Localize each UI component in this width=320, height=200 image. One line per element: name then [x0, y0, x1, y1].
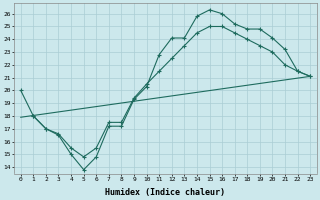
X-axis label: Humidex (Indice chaleur): Humidex (Indice chaleur) — [106, 188, 226, 197]
